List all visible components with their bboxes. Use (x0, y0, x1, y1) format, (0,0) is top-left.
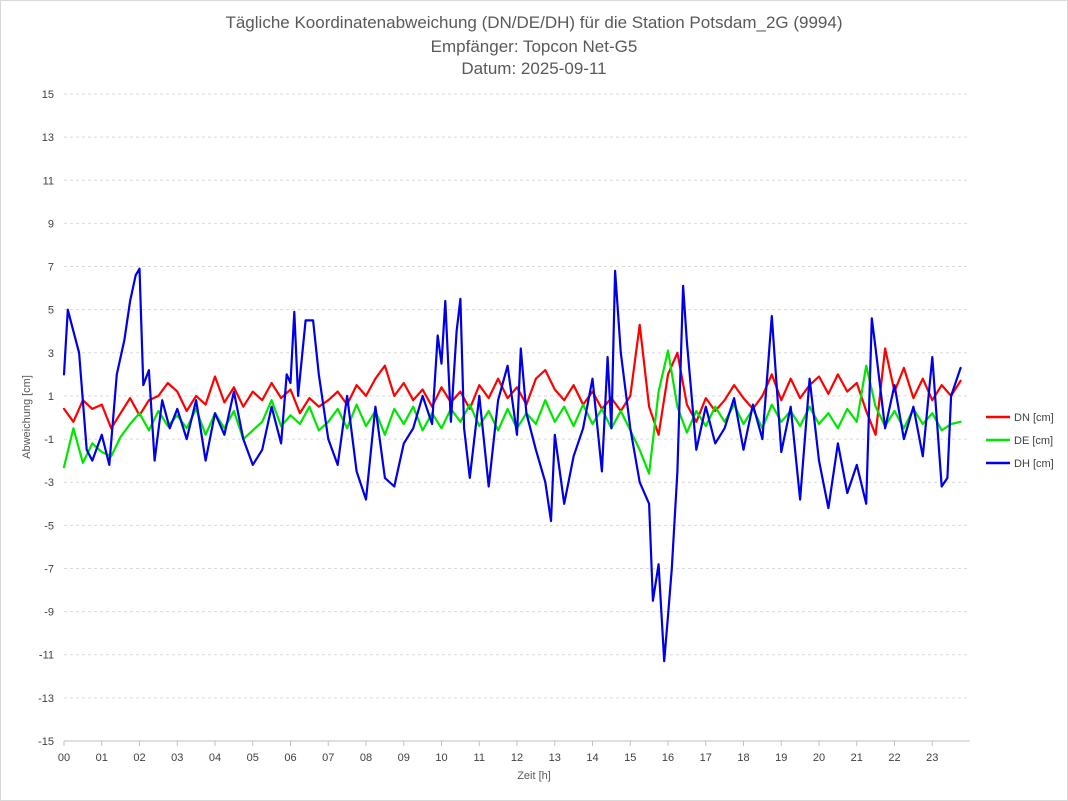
chart-title: Tägliche Koordinatenabweichung (DN/DE/DH… (225, 13, 842, 32)
y-tick-label: -7 (44, 563, 54, 575)
legend: DN [cm] DE [cm] DH [cm] (986, 412, 1054, 470)
x-tick-label: 20 (813, 752, 825, 764)
legend-label-de: DE [cm] (1014, 435, 1053, 447)
chart-subtitle-receiver: Empfänger: Topcon Net-G5 (431, 37, 638, 56)
chart-subtitle-date: Datum: 2025-09-11 (461, 59, 606, 78)
y-tick-label: -13 (38, 693, 54, 705)
y-tick-label: 5 (48, 305, 54, 317)
legend-label-dn: DN [cm] (1014, 412, 1054, 424)
y-tick-label: 3 (48, 348, 54, 360)
x-tick-label: 00 (58, 752, 70, 764)
x-tick-label: 08 (360, 752, 372, 764)
x-tick-label: 21 (851, 752, 863, 764)
y-tick-label: -5 (44, 520, 54, 532)
y-tick-label: -11 (39, 650, 54, 662)
y-tick-label: 1 (48, 391, 54, 403)
x-tick-label: 06 (284, 752, 296, 764)
y-tick-label: -1 (44, 434, 54, 446)
y-tick-label: 11 (43, 175, 54, 187)
x-tick-label: 12 (511, 752, 523, 764)
x-tick-label: 02 (133, 752, 145, 764)
y-tick-label: 13 (42, 132, 54, 144)
x-tick-label: 16 (662, 752, 674, 764)
y-axis-title: Abweichung [cm] (21, 375, 33, 459)
y-tick-label: -3 (44, 477, 54, 489)
x-tick-label: 18 (737, 752, 749, 764)
x-tick-label: 01 (96, 752, 108, 764)
x-tick-label: 11 (474, 752, 485, 764)
series-lines (62, 267, 962, 663)
x-tick-label: 09 (398, 752, 410, 764)
x-tick-label: 14 (586, 752, 598, 764)
x-tick-label: 03 (171, 752, 183, 764)
y-tick-label: -9 (44, 607, 54, 619)
x-tick-label: 05 (247, 752, 259, 764)
x-tick-label: 17 (700, 752, 712, 764)
series-line-dh (62, 267, 962, 663)
legend-label-dh: DH [cm] (1014, 458, 1054, 470)
x-tick-label: 04 (209, 752, 221, 764)
x-tick-label: 15 (624, 752, 636, 764)
x-axis-ticks: 00 01 02 03 04 05 06 07 08 09 10 11 12 13 14 15 16 17 18 19… (58, 741, 938, 764)
x-tick-label: 19 (775, 752, 787, 764)
x-tick-label: 22 (888, 752, 900, 764)
x-tick-label: 10 (435, 752, 447, 764)
y-tick-label: 15 (42, 89, 54, 101)
x-axis-title: Zeit [h] (517, 770, 551, 782)
y-tick-label: -15 (38, 736, 54, 748)
y-tick-label: 7 (48, 262, 54, 274)
x-tick-label: 07 (322, 752, 334, 764)
y-tick-label: 9 (48, 218, 54, 230)
x-tick-label: 13 (549, 752, 561, 764)
x-tick-label: 23 (926, 752, 938, 764)
